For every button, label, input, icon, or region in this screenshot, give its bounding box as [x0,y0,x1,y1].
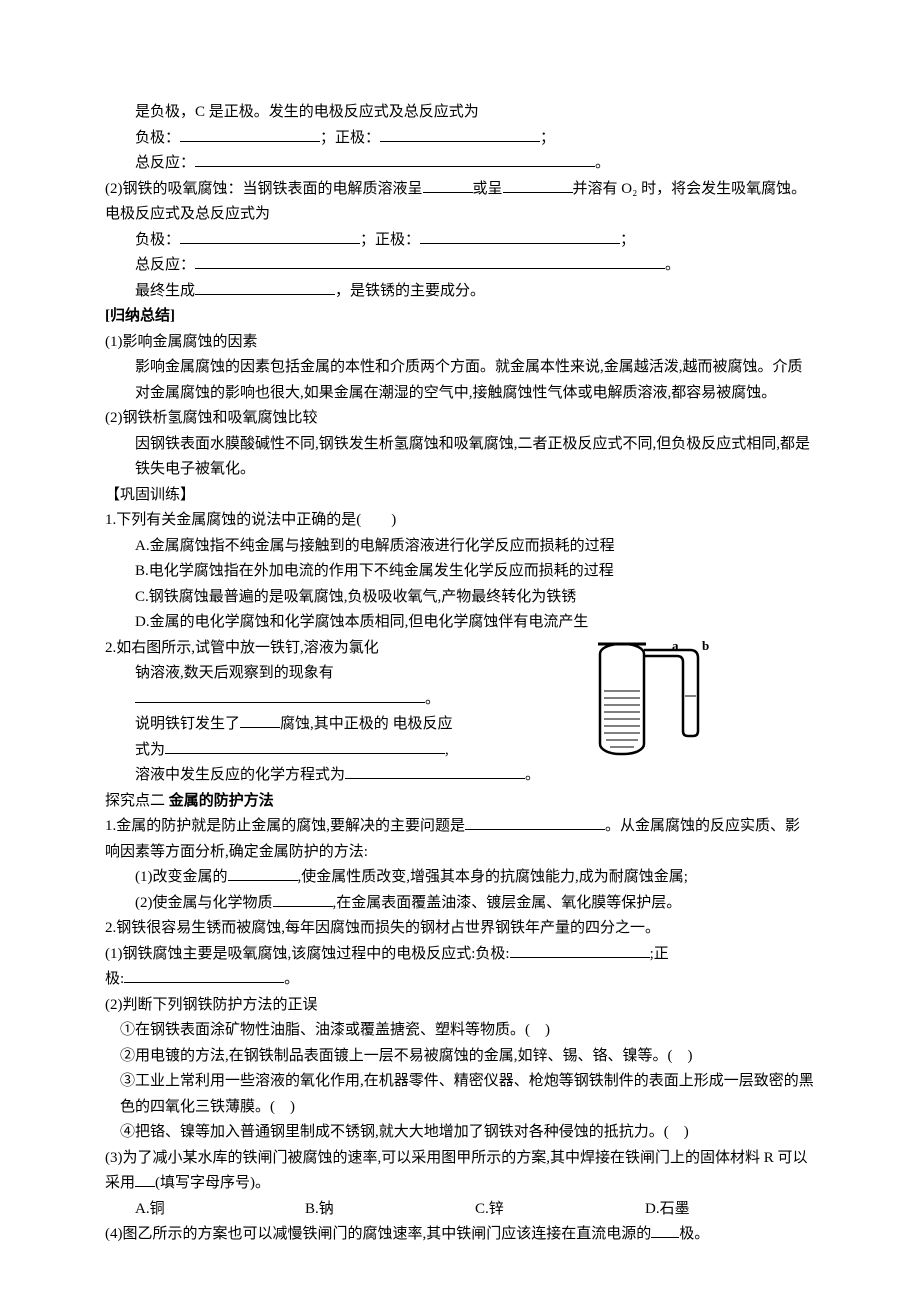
blank-change[interactable] [228,880,298,881]
blank-line-total: 总反应： 。 [105,151,815,177]
blank-electrode-eq[interactable] [165,753,445,754]
blank-2b[interactable] [503,192,573,193]
text-22b: (填写字母序号)。 [155,1175,270,1191]
period-q2i: 。 [525,767,540,783]
text-14a: (2)使金属与化学物质 [135,895,273,911]
text-13b: ,使金属性质改变,增强其本身的抗腐蚀能力,成为耐腐蚀金属; [298,869,688,885]
blank-line-total-2: 总反应： 。 [105,253,815,279]
judge-3[interactable]: ③工业上常利用一些溶液的氧化作用,在机器零件、精密仪器、枪炮等钢铁制件的表面上形… [105,1069,815,1120]
blank-isolate[interactable] [273,906,333,907]
text-14b: ,在金属表面覆盖油漆、镀层金属、氧化膜等保护层。 [333,895,682,911]
final-product-line: 最终生成 ，是铁锈的主要成分。 [105,279,815,305]
heading-bold: 金属的防护方法 [169,793,274,809]
protection-2-3: (3)为了减小某水库的铁闸门被腐蚀的速率,可以采用图甲所示的方案,其中焊接在铁闸… [105,1146,815,1197]
text-q2d: 说明铁钉发生了 [135,716,240,732]
heading-practice: 【巩固训练】 [105,483,815,509]
heading-protection: 探究点二 金属的防护方法 [105,789,815,815]
text-23b: 极。 [679,1226,709,1242]
protection-2: 2.钢铁很容易生锈而被腐蚀,每年因腐蚀而损失的钢材占世界钢铁年产量的四分之一。 [105,916,815,942]
text-7b: ，是铁锈的主要成分。 [335,283,485,299]
option-a[interactable]: A.铜 [135,1197,305,1223]
option-1d[interactable]: D.金属的电化学腐蚀和化学腐蚀本质相同,但电化学腐蚀伴有电流产生 [105,610,815,636]
label-a: a [672,638,679,653]
protection-1: 1.金属的防护就是防止金属的腐蚀,要解决的主要问题是。从金属腐蚀的反应实质、影响… [105,814,815,865]
blank-total-2[interactable] [195,268,665,269]
blank-line-negative-positive: 负极： ；正极： ； [105,126,815,152]
text-16b: ;正 [650,946,669,962]
test-tube-diagram: a b [590,636,710,776]
text-16c: 极: [105,971,124,987]
period-16d: 。 [284,971,299,987]
label-b: b [702,638,709,653]
sep4: ； [620,232,635,248]
label-negative-2: 负极： [135,232,180,248]
comma-q2g: , [445,742,449,758]
blank-final[interactable] [195,294,335,295]
blank-negative-2[interactable] [180,243,360,244]
label-total-2: 总反应： [135,257,195,273]
sep1: ；正极： [320,130,380,146]
protection-2-1: (1)钢铁腐蚀主要是吸氧腐蚀,该腐蚀过程中的电极反应式:负极: ;正 [105,942,815,968]
text-q2f: 式为 [135,742,165,758]
label-total: 总反应： [135,155,195,171]
factor-heading: (1)影响金属腐蚀的因素 [105,330,815,356]
judge-4[interactable]: ④把铬、镍等加入普通钢里制成不锈钢,就大大地增加了钢铁对各种侵蚀的抵抗力。( ) [105,1120,815,1146]
protection-2-2-head: (2)判断下列钢铁防护方法的正误 [105,993,815,1019]
context-line: 是负极，C 是正极。发生的电极反应式及总反应式为 [105,100,815,126]
sep2: ； [540,130,555,146]
text-16a: (1)钢铁腐蚀主要是吸氧腐蚀,该腐蚀过程中的电极反应式:负极: [105,946,510,962]
blank-positive-2[interactable] [420,243,620,244]
label-negative: 负极： [135,130,180,146]
option-c[interactable]: C.锌 [475,1197,645,1223]
compare-heading: (2)钢铁析氢腐蚀和吸氧腐蚀比较 [105,406,815,432]
text-2a: (2)钢铁的吸氧腐蚀：当钢铁表面的电解质溶液呈 [105,181,423,197]
compare-body: 因钢铁表面水膜酸碱性不同,钢铁发生析氢腐蚀和吸氧腐蚀,二者正极反应式不同,但负极… [105,432,815,483]
option-1a[interactable]: A.金属腐蚀指不纯金属与接触到的电解质溶液进行化学反应而损耗的过程 [105,534,815,560]
period1: 。 [595,155,610,171]
factor-body: 影响金属腐蚀的因素包括金属的本性和介质两个方面。就金属本性来说,金属越活泼,越而… [105,355,815,406]
option-d[interactable]: D.石墨 [645,1197,815,1223]
judge-1[interactable]: ①在钢铁表面涂矿物性油脂、油漆或覆盖搪瓷、塑料等物质。( ) [105,1018,815,1044]
blank-phenomenon[interactable] [135,702,425,703]
sep3: ；正极： [360,232,420,248]
item-2-oxygen: (2)钢铁的吸氧腐蚀：当钢铁表面的电解质溶液呈或呈并溶有 O₂ 时，将会发生吸氧… [105,177,815,228]
blank-total[interactable] [195,166,595,167]
blank-2a[interactable] [423,192,473,193]
blank-positive[interactable] [380,141,540,142]
text-2b: 或呈 [473,181,503,197]
blank-pos-electrode[interactable] [124,982,284,983]
judge-2[interactable]: ②用电镀的方法,在钢铁制品表面镀上一层不易被腐蚀的金属,如锌、锡、铬、镍等。( … [105,1044,815,1070]
blank-neg-electrode[interactable] [510,957,650,958]
protection-2-4: (4)图乙所示的方案也可以减慢铁闸门的腐蚀速率,其中铁闸门应该连接在直流电源的 极… [105,1222,815,1248]
blank-line-negative-positive-2: 负极： ；正极： ； [105,228,815,254]
option-1b[interactable]: B.电化学腐蚀指在外加电流的作用下不纯金属发生化学反应而损耗的过程 [105,559,815,585]
protection-1-2: (2)使金属与化学物质 ,在金属表面覆盖油漆、镀层金属、氧化膜等保护层。 [105,891,815,917]
heading-summary: [归纳总结] [105,304,815,330]
blank-negative[interactable] [180,141,320,142]
text-12a: 1.金属的防护就是防止金属的腐蚀,要解决的主要问题是 [105,818,465,834]
protection-2-1b: 极: 。 [105,967,815,993]
text-q2h: 溶液中发生反应的化学方程式为 [135,767,345,783]
option-row-r: A.铜 B.钠 C.锌 D.石墨 [105,1197,815,1223]
blank-corrosion-type[interactable] [240,727,280,728]
option-b[interactable]: B.钠 [305,1197,475,1223]
period2: 。 [665,257,680,273]
text-23a: (4)图乙所示的方案也可以减慢铁闸门的腐蚀速率,其中铁闸门应该连接在直流电源的 [105,1226,651,1242]
heading-prefix: 探究点二 [105,793,169,809]
period-q2c: 。 [425,691,440,707]
protection-1-1: (1)改变金属的 ,使金属性质改变,增强其本身的抗腐蚀能力,成为耐腐蚀金属; [105,865,815,891]
text-7a: 最终生成 [135,283,195,299]
question-1: 1.下列有关金属腐蚀的说法中正确的是( ) [105,508,815,534]
blank-material-r[interactable] [135,1186,155,1187]
blank-chem-eq[interactable] [345,778,525,779]
text-13a: (1)改变金属的 [135,869,228,885]
text-q2e: 腐蚀,其中正极的 电极反应 [280,716,453,732]
blank-main-problem[interactable] [465,829,605,830]
blank-dc-pole[interactable] [651,1237,679,1238]
option-1c[interactable]: C.钢铁腐蚀最普遍的是吸氧腐蚀,负极吸收氧气,产物最终转化为铁锈 [105,585,815,611]
